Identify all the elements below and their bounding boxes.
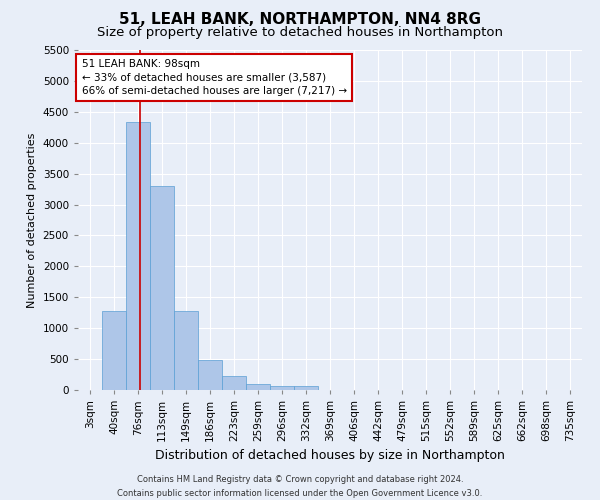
Y-axis label: Number of detached properties: Number of detached properties — [27, 132, 37, 308]
Bar — [246, 384, 270, 390]
Bar — [222, 376, 246, 390]
Bar — [294, 386, 318, 390]
Bar — [198, 360, 222, 390]
Bar — [174, 311, 198, 390]
Bar — [126, 122, 150, 390]
Bar — [270, 386, 294, 390]
Bar — [150, 186, 174, 390]
Text: Size of property relative to detached houses in Northampton: Size of property relative to detached ho… — [97, 26, 503, 39]
Bar — [102, 312, 126, 390]
X-axis label: Distribution of detached houses by size in Northampton: Distribution of detached houses by size … — [155, 450, 505, 462]
Text: 51, LEAH BANK, NORTHAMPTON, NN4 8RG: 51, LEAH BANK, NORTHAMPTON, NN4 8RG — [119, 12, 481, 28]
Text: 51 LEAH BANK: 98sqm
← 33% of detached houses are smaller (3,587)
66% of semi-det: 51 LEAH BANK: 98sqm ← 33% of detached ho… — [82, 60, 347, 96]
Text: Contains HM Land Registry data © Crown copyright and database right 2024.
Contai: Contains HM Land Registry data © Crown c… — [118, 476, 482, 498]
